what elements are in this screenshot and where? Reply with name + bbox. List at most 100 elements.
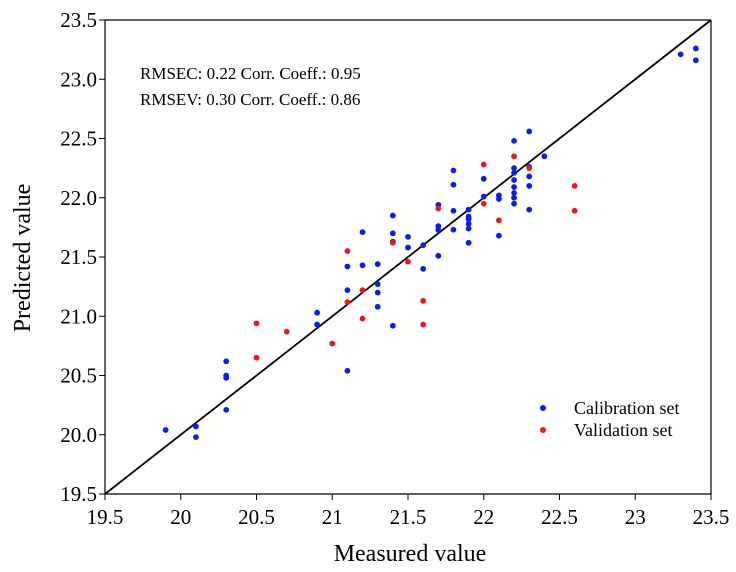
calibration-point: [374, 289, 381, 296]
calibration-point: [511, 177, 517, 183]
y-tick-label: 22.5: [60, 127, 97, 151]
y-tick-label: 19.5: [60, 482, 97, 506]
validation-point: [329, 340, 336, 347]
x-tick-label: 21.5: [390, 505, 427, 529]
calibration-point: [405, 233, 411, 240]
calibration-point: [511, 137, 517, 144]
calibration-point: [450, 207, 457, 214]
validation-point: [359, 315, 366, 322]
validation-point: [344, 248, 351, 254]
x-tick-label: 19.5: [87, 505, 124, 529]
calibration-point: [526, 128, 533, 135]
validation-point: [389, 239, 396, 246]
legend-label-calibration: Calibration set: [574, 398, 679, 418]
calibration-point: [511, 194, 517, 201]
legend: Calibration set Validation set: [540, 398, 679, 440]
calibration-point: [314, 321, 320, 328]
series-calibration: [162, 45, 699, 441]
y-axis-title: Predicted value: [10, 184, 36, 333]
calibration-point: [405, 244, 411, 251]
calibration-point: [389, 322, 396, 329]
x-tick-label: 20: [170, 505, 191, 529]
y-tick-label: 23.5: [60, 8, 97, 32]
calibration-point: [374, 303, 381, 310]
data-points: [162, 45, 699, 441]
validation-point: [359, 287, 366, 294]
validation-point: [480, 161, 487, 168]
calibration-point: [692, 57, 699, 64]
calibration-point: [314, 309, 320, 316]
annotation-rmsev: RMSEV: 0.30 Corr. Coeff.: 0.86: [140, 90, 360, 109]
calibration-point: [465, 239, 472, 246]
series-validation: [253, 153, 578, 361]
calibration-point: [435, 226, 442, 233]
y-tick-label: 22.0: [60, 186, 97, 210]
calibration-point: [526, 206, 533, 213]
calibration-point: [465, 206, 472, 213]
legend-marker-validation: [540, 427, 546, 433]
calibration-point: [465, 225, 472, 232]
calibration-point: [435, 252, 442, 259]
validation-point: [344, 299, 351, 305]
x-tick-label: 22: [473, 505, 494, 529]
calibration-point: [374, 261, 381, 268]
x-tick-label: 21: [322, 505, 343, 529]
calibration-point: [420, 242, 427, 249]
ticks: 19.5 20 20.5 21 21.5 22 22.5 23 23.5 19.5 20.0 20.5…: [60, 8, 729, 529]
calibration-point: [526, 183, 533, 189]
calibration-point: [692, 45, 699, 52]
annotation-rmsec: RMSEC: 0.22 Corr. Coeff.: 0.95: [140, 64, 361, 83]
y-tick-label: 20.5: [60, 364, 97, 388]
calibration-point: [541, 153, 548, 160]
y-tick-label: 21.5: [60, 245, 97, 269]
calibration-point: [359, 262, 366, 269]
calibration-point: [374, 281, 381, 288]
y-tick-label: 20.0: [60, 423, 97, 447]
validation-point: [420, 297, 427, 304]
calibration-point: [420, 265, 427, 272]
x-tick-label: 22.5: [541, 505, 578, 529]
calibration-point: [193, 423, 199, 430]
calibration-point: [526, 173, 533, 180]
calibration-point: [389, 212, 396, 219]
calibration-point: [511, 190, 517, 196]
calibration-point: [344, 287, 351, 294]
calibration-point: [480, 175, 487, 182]
calibration-point: [162, 427, 169, 433]
calibration-point: [511, 200, 517, 207]
validation-point: [526, 165, 533, 172]
validation-point: [435, 205, 442, 212]
x-tick-label: 23.5: [693, 505, 730, 529]
calibration-point: [223, 374, 230, 381]
calibration-point: [511, 184, 517, 190]
calibration-point: [359, 229, 366, 236]
x-axis-title: Measured value: [334, 541, 487, 567]
validation-point: [511, 153, 517, 160]
y-tick-label: 23.0: [60, 67, 97, 91]
calibration-point: [344, 367, 351, 374]
calibration-point: [496, 196, 502, 202]
reference-line: [104, 19, 712, 495]
calibration-point: [511, 165, 517, 172]
calibration-point: [677, 51, 684, 58]
calibration-point: [193, 434, 199, 441]
validation-point: [571, 183, 578, 189]
calibration-point: [511, 169, 517, 176]
x-tick-label: 23: [625, 505, 646, 529]
validation-point: [420, 321, 427, 328]
calibration-point: [223, 406, 230, 413]
validation-point: [480, 200, 487, 207]
calibration-point: [465, 216, 472, 222]
calibration-point: [450, 226, 457, 233]
validation-point: [253, 320, 260, 327]
calibration-point: [389, 230, 396, 237]
calibration-point: [465, 220, 472, 227]
legend-marker-calibration: [540, 405, 546, 411]
plot-area: [104, 19, 712, 495]
y-tick-label: 21.0: [60, 304, 97, 328]
calibration-point: [223, 358, 230, 365]
x-tick-label: 20.5: [238, 505, 275, 529]
calibration-point: [496, 232, 502, 239]
calibration-point: [450, 181, 457, 188]
